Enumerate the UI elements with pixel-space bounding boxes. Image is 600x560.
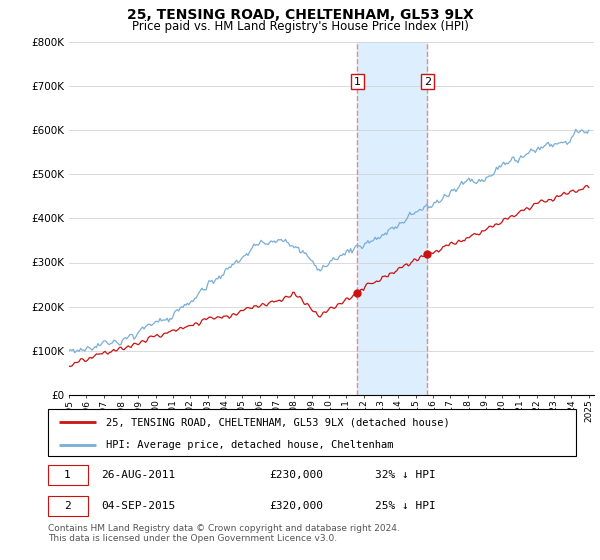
Text: 1: 1	[354, 77, 361, 87]
FancyBboxPatch shape	[48, 496, 88, 516]
FancyBboxPatch shape	[48, 465, 88, 485]
Text: 25% ↓ HPI: 25% ↓ HPI	[376, 501, 436, 511]
Text: 1: 1	[64, 470, 71, 480]
Text: £320,000: £320,000	[270, 501, 324, 511]
Text: Contains HM Land Registry data © Crown copyright and database right 2024.
This d: Contains HM Land Registry data © Crown c…	[48, 524, 400, 543]
Text: 2: 2	[64, 501, 71, 511]
Text: 25, TENSING ROAD, CHELTENHAM, GL53 9LX (detached house): 25, TENSING ROAD, CHELTENHAM, GL53 9LX (…	[106, 417, 450, 427]
Text: £230,000: £230,000	[270, 470, 324, 480]
Text: 26-AUG-2011: 26-AUG-2011	[101, 470, 175, 480]
Text: Price paid vs. HM Land Registry's House Price Index (HPI): Price paid vs. HM Land Registry's House …	[131, 20, 469, 32]
Text: 25, TENSING ROAD, CHELTENHAM, GL53 9LX: 25, TENSING ROAD, CHELTENHAM, GL53 9LX	[127, 8, 473, 22]
Text: HPI: Average price, detached house, Cheltenham: HPI: Average price, detached house, Chel…	[106, 440, 394, 450]
Text: 2: 2	[424, 77, 431, 87]
Bar	[358, 42, 427, 395]
Text: 32% ↓ HPI: 32% ↓ HPI	[376, 470, 436, 480]
Text: 04-SEP-2015: 04-SEP-2015	[101, 501, 175, 511]
